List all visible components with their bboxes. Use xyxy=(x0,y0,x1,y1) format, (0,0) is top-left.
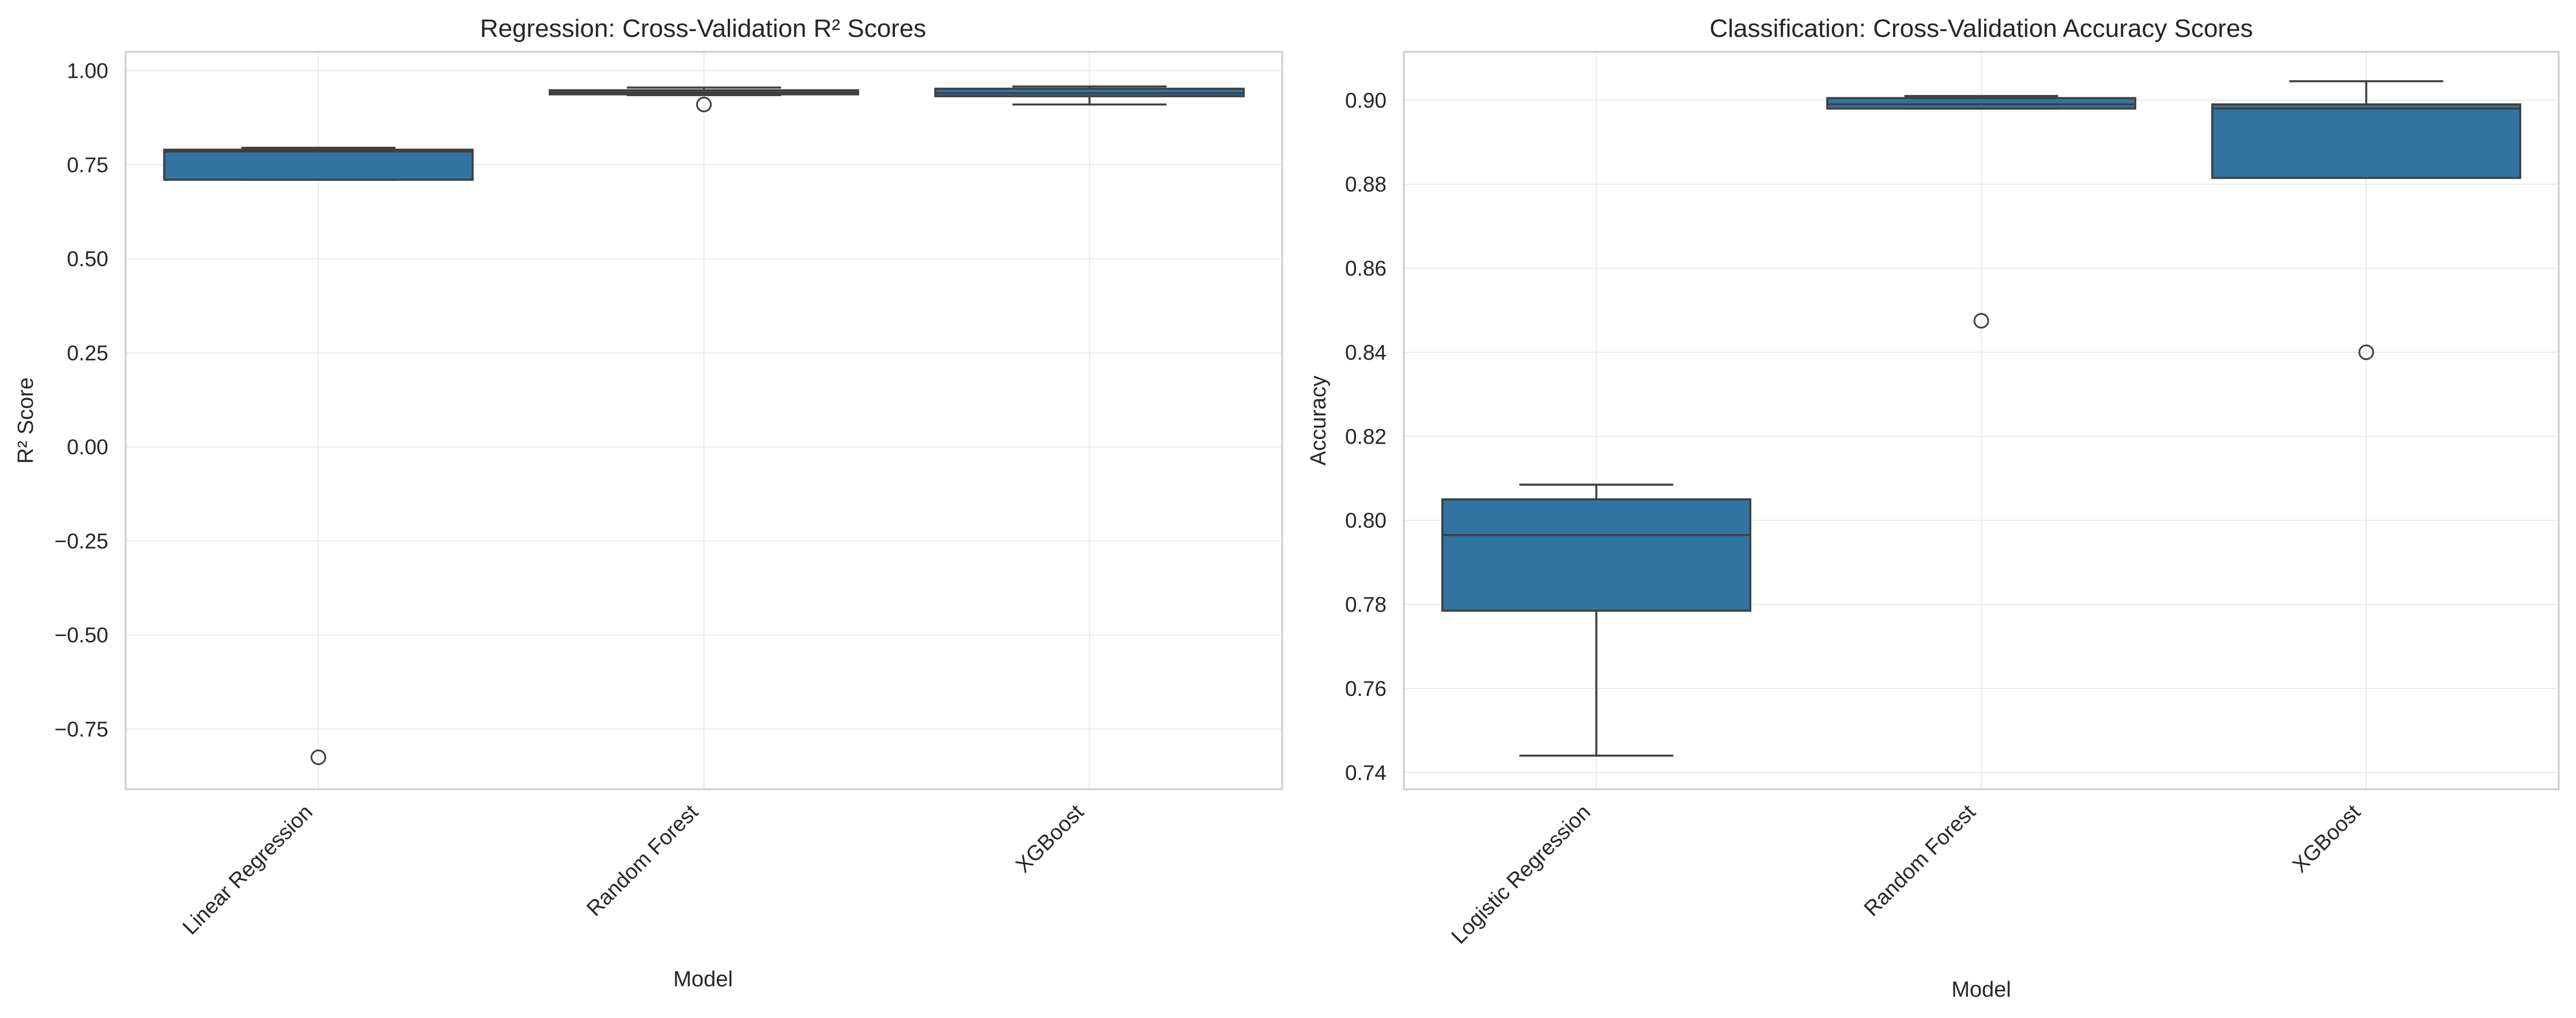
y-tick-label: 0.00 xyxy=(67,436,108,459)
box-iqr xyxy=(163,149,474,181)
box-random-forest xyxy=(549,86,859,112)
y-tick-label: 0.74 xyxy=(1345,761,1387,785)
y-tick-label: 0.80 xyxy=(1345,509,1387,532)
x-tick-label: XGBoost xyxy=(2288,800,2365,877)
y-axis-label: R² Score xyxy=(14,377,38,464)
outlier-point xyxy=(2358,344,2374,360)
y-tick-label: 0.75 xyxy=(67,153,108,177)
x-tick-label: Random Forest xyxy=(1859,800,1980,921)
x-tick-label: XGBoost xyxy=(1011,800,1088,877)
box-linear-regression xyxy=(163,146,474,765)
x-tick-label: Logistic Regression xyxy=(1446,800,1595,948)
chart-title: Classification: Cross-Validation Accurac… xyxy=(1709,14,2253,43)
box-random-forest xyxy=(1826,94,2136,329)
chart-title: Regression: Cross-Validation R² Scores xyxy=(480,14,926,43)
y-tick-label: 1.00 xyxy=(67,59,108,83)
y-tick-label: 0.82 xyxy=(1345,425,1387,448)
box-logistic-regression xyxy=(1441,483,1751,757)
classification-chart: Classification: Cross-Validation Accurac… xyxy=(1306,14,2560,1002)
box-xgboost xyxy=(934,85,1245,106)
box-iqr xyxy=(2211,103,2521,179)
y-tick-label: 0.50 xyxy=(67,247,108,271)
y-tick-label: −0.25 xyxy=(54,529,108,553)
y-tick-label: 0.86 xyxy=(1345,257,1387,281)
y-axis-label: Accuracy xyxy=(1306,376,1331,466)
outlier-point xyxy=(1973,313,1989,329)
outlier-point xyxy=(696,96,712,112)
regression-chart: Regression: Cross-Validation R² Scores M… xyxy=(14,14,1283,991)
y-tick-label: 0.25 xyxy=(67,341,108,365)
box-xgboost xyxy=(2211,80,2521,360)
x-tick-label: Random Forest xyxy=(582,800,703,921)
y-tick-label: 0.78 xyxy=(1345,593,1387,616)
outlier-point xyxy=(311,749,326,765)
y-tick-label: −0.75 xyxy=(54,718,108,741)
y-tick-label: 0.84 xyxy=(1345,340,1387,364)
x-axis-label: Model xyxy=(1951,978,2011,1002)
box-iqr xyxy=(1441,498,1751,612)
x-tick-label: Linear Regression xyxy=(178,800,317,939)
x-axis-label: Model xyxy=(673,967,733,991)
axes-frame xyxy=(1403,51,2560,790)
y-tick-label: 0.76 xyxy=(1345,677,1387,701)
y-tick-label: 0.88 xyxy=(1345,173,1387,196)
axes-frame xyxy=(124,51,1283,790)
box-iqr xyxy=(1826,97,2136,110)
y-tick-label: 0.90 xyxy=(1345,89,1387,112)
y-tick-label: −0.50 xyxy=(54,623,108,647)
